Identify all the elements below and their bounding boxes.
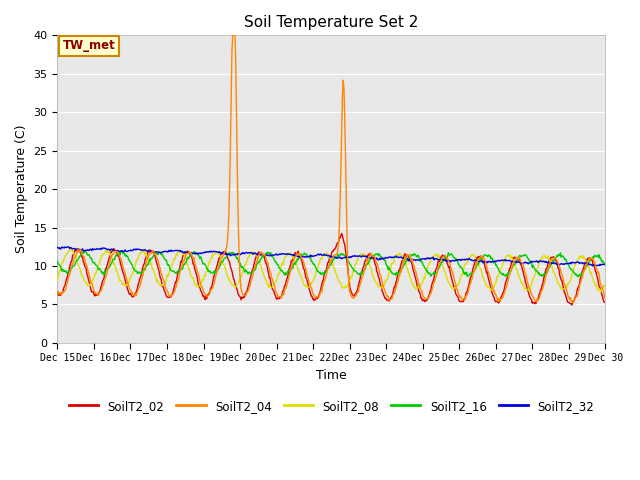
Text: TW_met: TW_met xyxy=(63,39,116,52)
Title: Soil Temperature Set 2: Soil Temperature Set 2 xyxy=(244,15,419,30)
Y-axis label: Soil Temperature (C): Soil Temperature (C) xyxy=(15,125,28,253)
Legend: SoilT2_02, SoilT2_04, SoilT2_08, SoilT2_16, SoilT2_32: SoilT2_02, SoilT2_04, SoilT2_08, SoilT2_… xyxy=(64,395,599,417)
X-axis label: Time: Time xyxy=(316,369,347,382)
